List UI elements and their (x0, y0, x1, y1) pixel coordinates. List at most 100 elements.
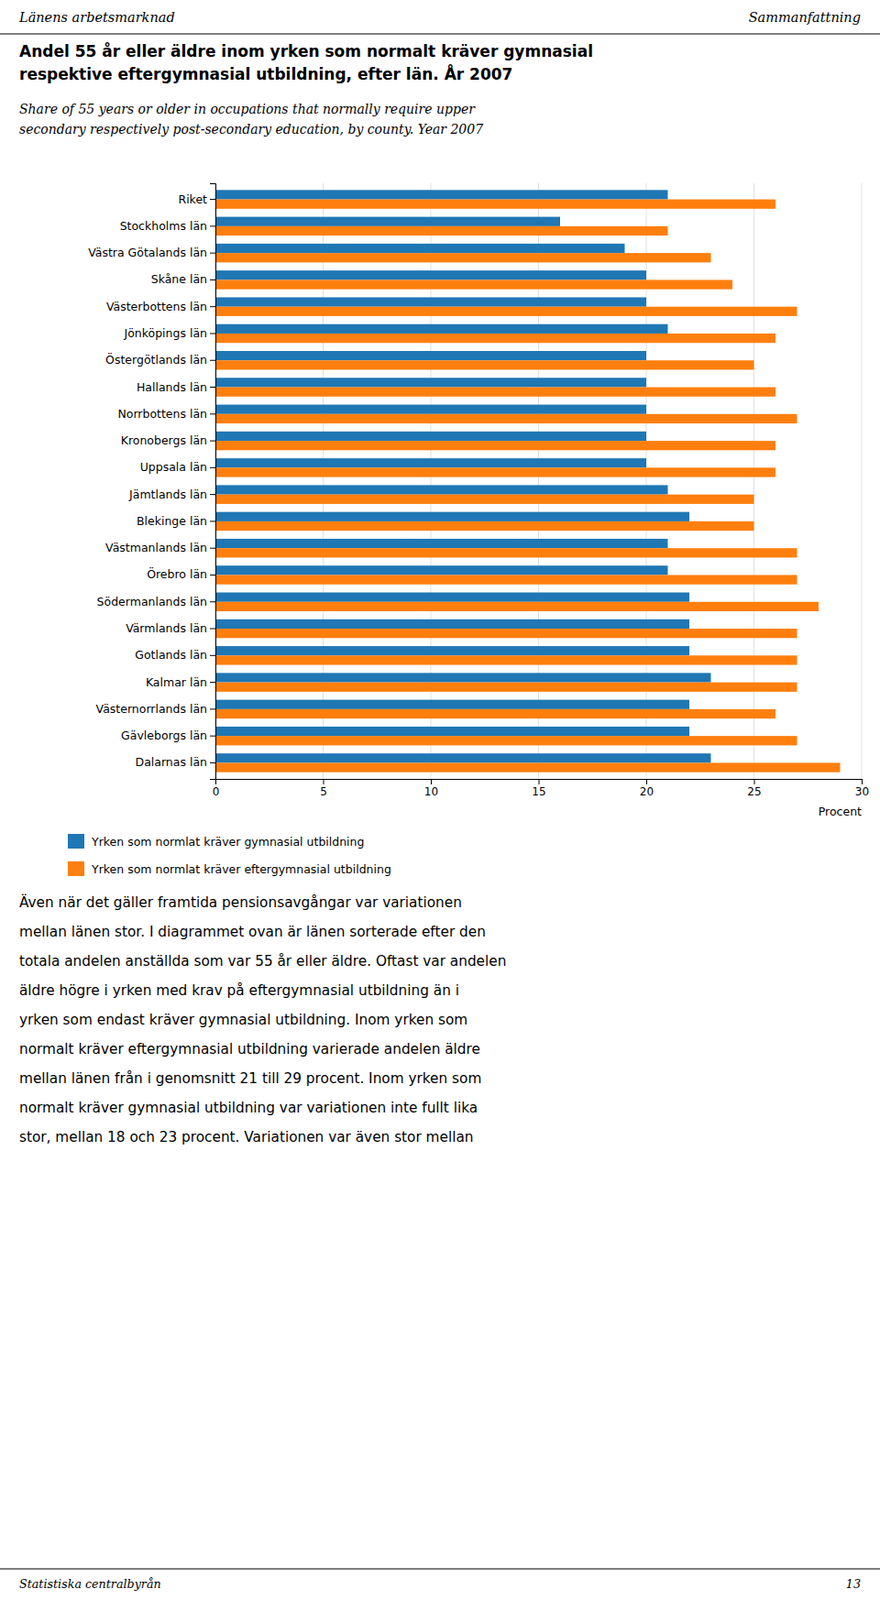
body-line: normalt kräver eftergymnasial utbildning… (19, 1041, 481, 1058)
bar (215, 307, 798, 317)
tick-label: Västmanlands län (105, 540, 208, 555)
tick-mark (209, 494, 216, 495)
bar (215, 405, 647, 415)
bar (215, 495, 755, 505)
legend-swatch (67, 861, 85, 877)
grid-line (861, 183, 863, 780)
chart: 051015202530RiketStockholms länVästra Gö… (88, 183, 869, 819)
tick-mark (209, 306, 216, 308)
footer: Statistiska centralbyrån 13 (0, 1569, 880, 1592)
tick: Skåne län (151, 272, 216, 286)
bar (215, 189, 669, 199)
tick-label: Västernorrlands län (96, 702, 208, 716)
body-line: mellan länen stor. I diagrammet ovan är … (19, 924, 486, 941)
tick: Jämtlands län (128, 487, 216, 502)
bar (215, 253, 712, 263)
bar (215, 574, 798, 584)
tick-label: Värmlands län (125, 621, 208, 636)
tick: 25 (747, 779, 761, 799)
bar (215, 324, 669, 334)
body-text: Även när det gäller framtida pensionsavg… (19, 893, 506, 1146)
footer-rule (0, 1569, 880, 1571)
legend-swatch (67, 834, 85, 849)
bar (215, 709, 776, 719)
tick-mark (209, 762, 216, 764)
tick-label: 20 (639, 785, 654, 799)
body-line: normalt kräver gymnasial utbildning var … (19, 1100, 478, 1117)
title: Andel 55 år eller äldre inom yrken som n… (19, 41, 594, 61)
body-line: yrken som endast kräver gymnasial utbild… (19, 1012, 468, 1029)
tick-label: Dalarnas län (135, 755, 208, 770)
bar (215, 199, 776, 209)
tick-mark (209, 708, 216, 710)
bar (215, 602, 819, 612)
bar (215, 360, 755, 370)
tick-label: Södermanlands län (97, 594, 208, 609)
title: respektive eftergymnasial utbildning, ef… (19, 63, 513, 84)
tick-label: Hallands län (136, 380, 208, 395)
tick: 30 (855, 779, 869, 799)
tick-mark (209, 279, 216, 281)
tick-label: Gotlands län (134, 648, 208, 662)
body-line: totala andelen anställda som var 55 år e… (19, 953, 506, 970)
tick: Värmlands län (125, 621, 216, 636)
body-line: stor, mellan 18 och 23 procent. Variatio… (19, 1129, 474, 1146)
bar (215, 440, 776, 451)
tick-label: Skåne län (151, 272, 208, 286)
tick: Dalarnas län (135, 755, 216, 770)
tick-label: Östergötlands län (105, 352, 208, 367)
tick-mark (323, 779, 325, 785)
tick-label: Stockholms län (120, 219, 208, 233)
tick-label: Jönköpings län (122, 326, 208, 341)
tick: Gotlands län (134, 648, 216, 662)
tick-label: 25 (747, 785, 761, 799)
tick-mark (209, 225, 216, 227)
bar (215, 736, 798, 746)
tick: Jönköpings län (122, 326, 216, 341)
footer-left: Statistiska centralbyrån (19, 1577, 162, 1592)
bar (215, 726, 690, 737)
series (215, 199, 841, 773)
tick-label: Kalmar län (145, 675, 208, 690)
bar (215, 762, 841, 772)
bar (215, 593, 690, 603)
tick: Kalmar län (145, 675, 216, 690)
tick-mark (209, 682, 216, 683)
bar (215, 548, 798, 558)
tick: Örebro län (146, 566, 216, 582)
legend-label: Yrken som normlat kräver gymnasial utbil… (90, 835, 364, 849)
tick-mark (861, 779, 863, 785)
header-rule (0, 33, 880, 35)
tick: Norrbottens län (117, 407, 216, 421)
titles: Andel 55 år eller äldre inom yrken som n… (19, 41, 594, 137)
tick: Riket (177, 192, 216, 207)
tick: Stockholms län (120, 219, 216, 233)
tick-mark (209, 440, 216, 442)
tick: 15 (531, 779, 546, 799)
tick: Hallands län (136, 380, 216, 395)
bar (215, 655, 798, 665)
tick-mark (209, 386, 216, 388)
bar (215, 521, 755, 531)
bar (215, 753, 712, 763)
bar (215, 484, 669, 495)
tick-mark (209, 332, 216, 334)
tick: 10 (424, 779, 439, 799)
tick-mark (209, 628, 216, 630)
bar (215, 619, 690, 629)
grid (215, 183, 862, 780)
tick-label: Örebro län (146, 566, 208, 582)
axis-title: Procent (818, 804, 862, 819)
bar (215, 646, 690, 656)
bar (215, 467, 776, 477)
tick: Gävleborgs län (121, 728, 216, 743)
bar (215, 243, 626, 253)
axis-line (209, 184, 217, 781)
tick-mark (754, 779, 756, 785)
bar (215, 351, 647, 361)
tick-label: 10 (424, 785, 439, 799)
footer-right: 13 (846, 1577, 861, 1592)
bar (215, 539, 669, 549)
page: Länens arbetsmarknadSammanfattningAndel … (0, 0, 880, 1600)
tick-mark (209, 413, 216, 415)
